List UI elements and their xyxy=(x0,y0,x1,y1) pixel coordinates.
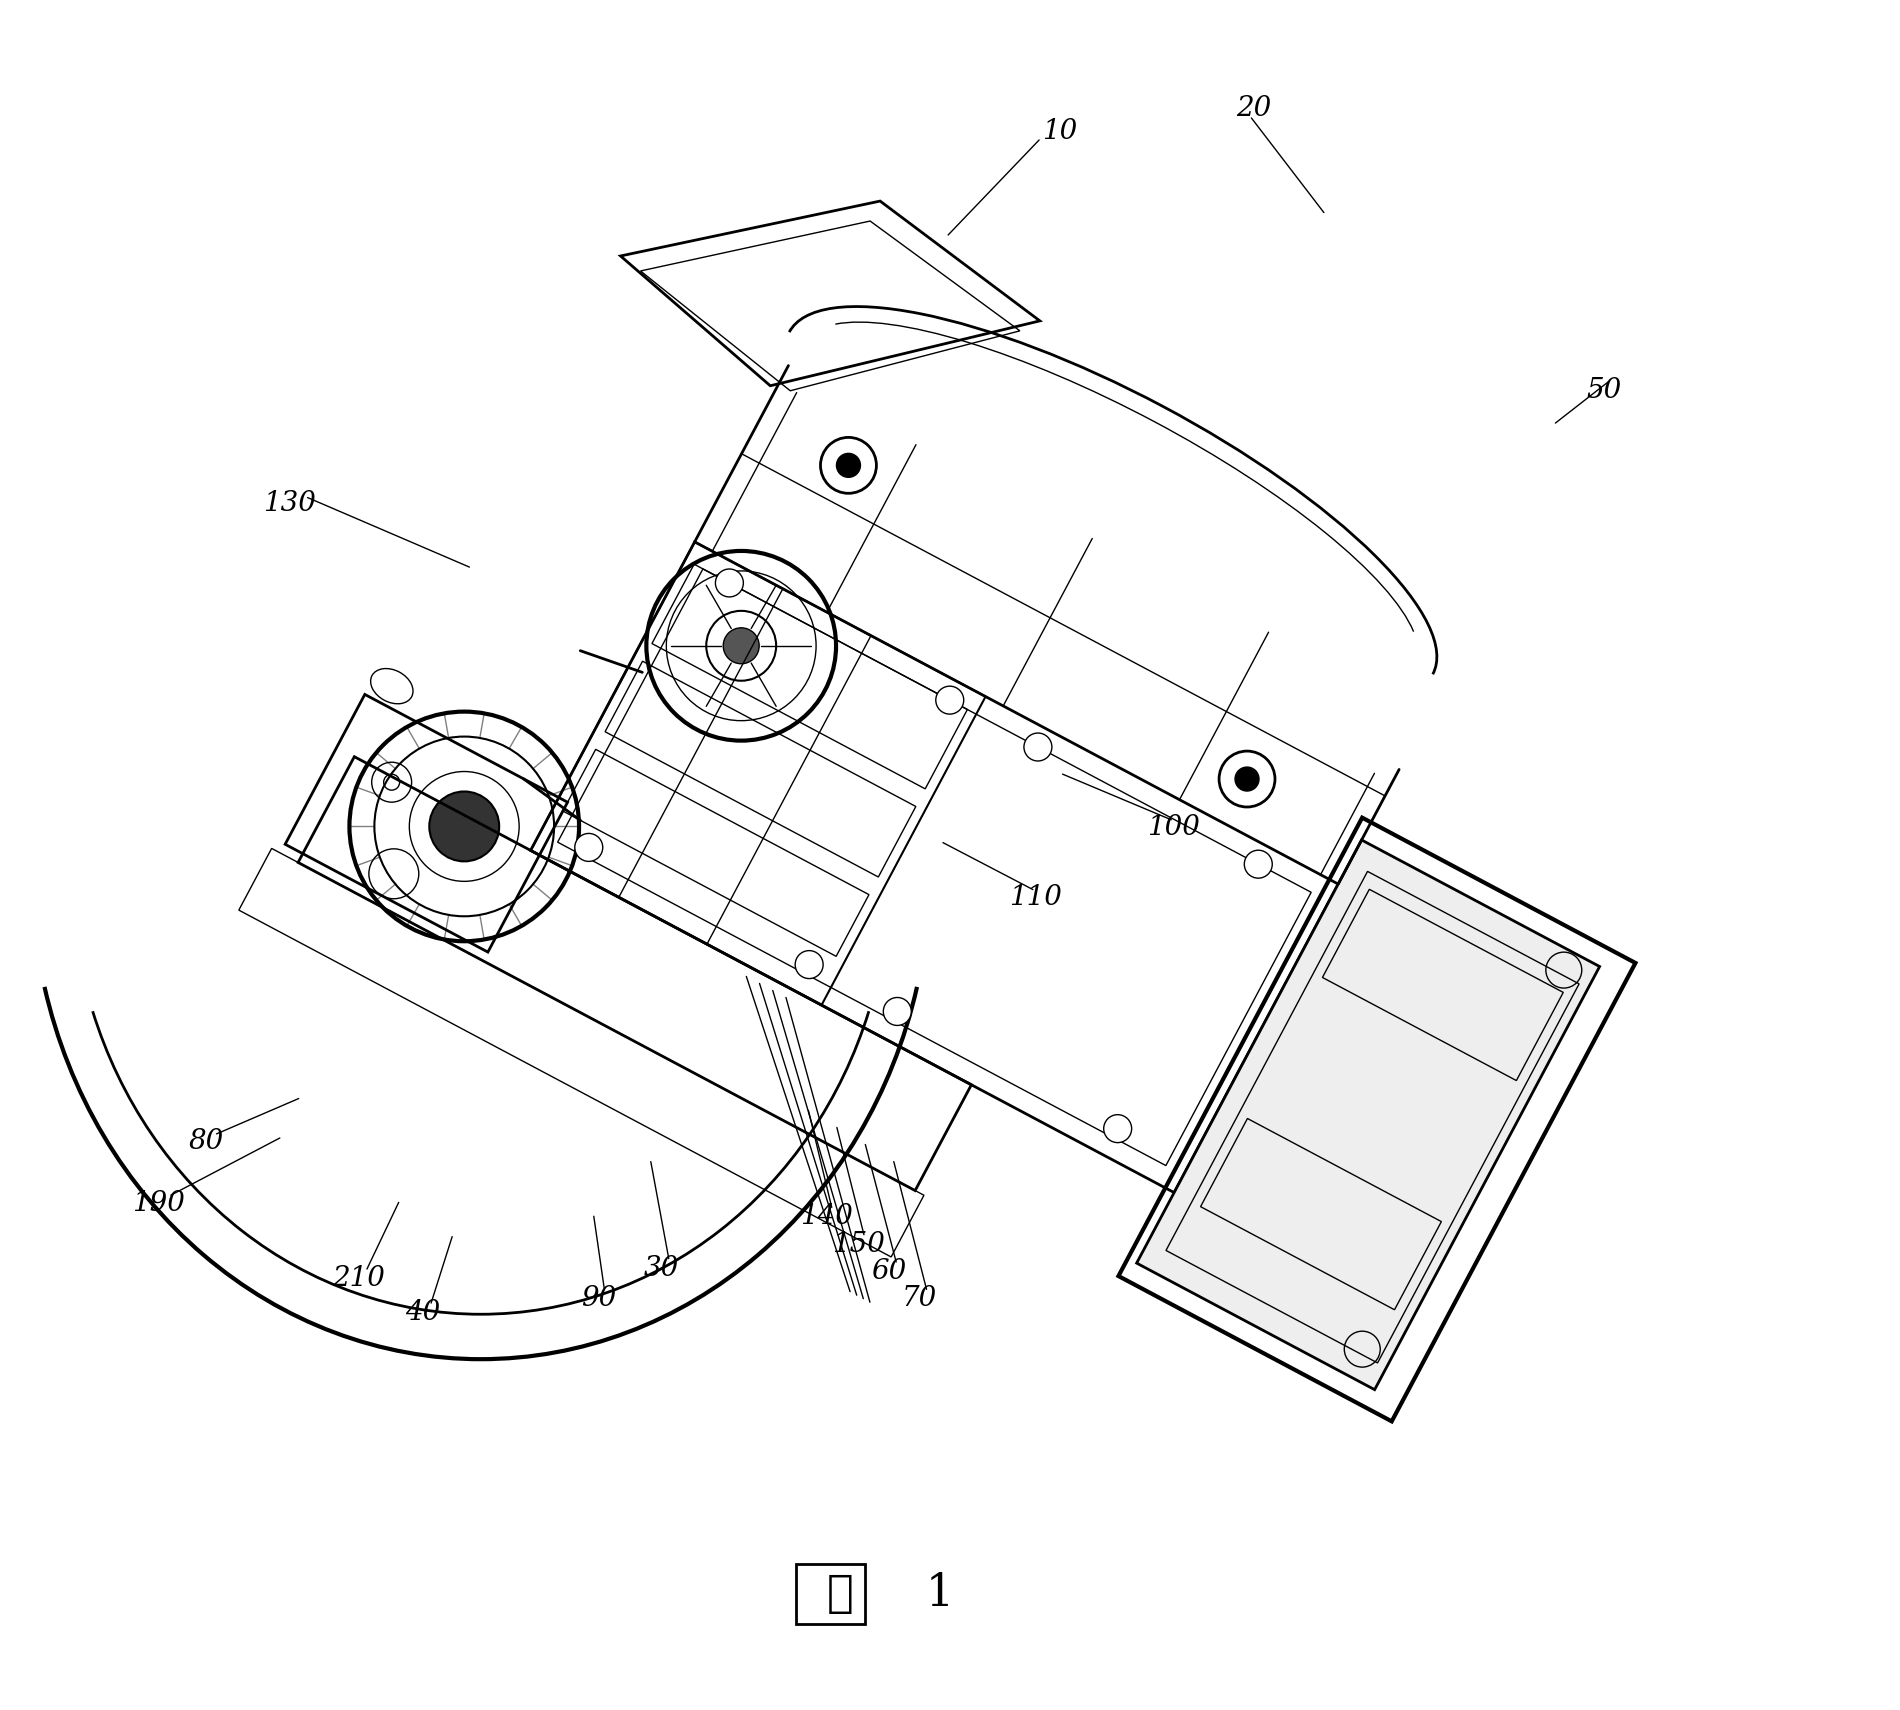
Text: 140: 140 xyxy=(800,1204,853,1231)
Polygon shape xyxy=(1136,840,1600,1390)
Circle shape xyxy=(724,628,760,663)
Circle shape xyxy=(1244,850,1273,879)
Circle shape xyxy=(796,951,823,978)
Circle shape xyxy=(884,997,912,1026)
Text: 图: 图 xyxy=(826,1571,853,1616)
Text: 10: 10 xyxy=(1043,118,1077,145)
Circle shape xyxy=(1235,768,1260,792)
Text: 20: 20 xyxy=(1235,96,1271,123)
Text: 60: 60 xyxy=(872,1259,906,1284)
Text: 80: 80 xyxy=(188,1129,224,1156)
Text: 150: 150 xyxy=(832,1231,885,1259)
Circle shape xyxy=(716,569,743,597)
Circle shape xyxy=(576,833,602,862)
Text: 40: 40 xyxy=(405,1300,441,1325)
Text: 90: 90 xyxy=(581,1286,618,1312)
Text: 30: 30 xyxy=(644,1255,680,1282)
Circle shape xyxy=(937,686,963,715)
Text: 70: 70 xyxy=(902,1286,937,1312)
Circle shape xyxy=(836,453,861,477)
Circle shape xyxy=(429,792,500,862)
Text: 130: 130 xyxy=(264,489,315,516)
Text: 210: 210 xyxy=(332,1265,384,1291)
Circle shape xyxy=(1104,1115,1132,1142)
Text: 110: 110 xyxy=(1009,884,1062,911)
Text: 190: 190 xyxy=(133,1190,186,1218)
Text: 1: 1 xyxy=(925,1571,954,1616)
Text: 100: 100 xyxy=(1148,814,1201,841)
Circle shape xyxy=(1024,734,1053,761)
Text: 50: 50 xyxy=(1586,378,1623,404)
